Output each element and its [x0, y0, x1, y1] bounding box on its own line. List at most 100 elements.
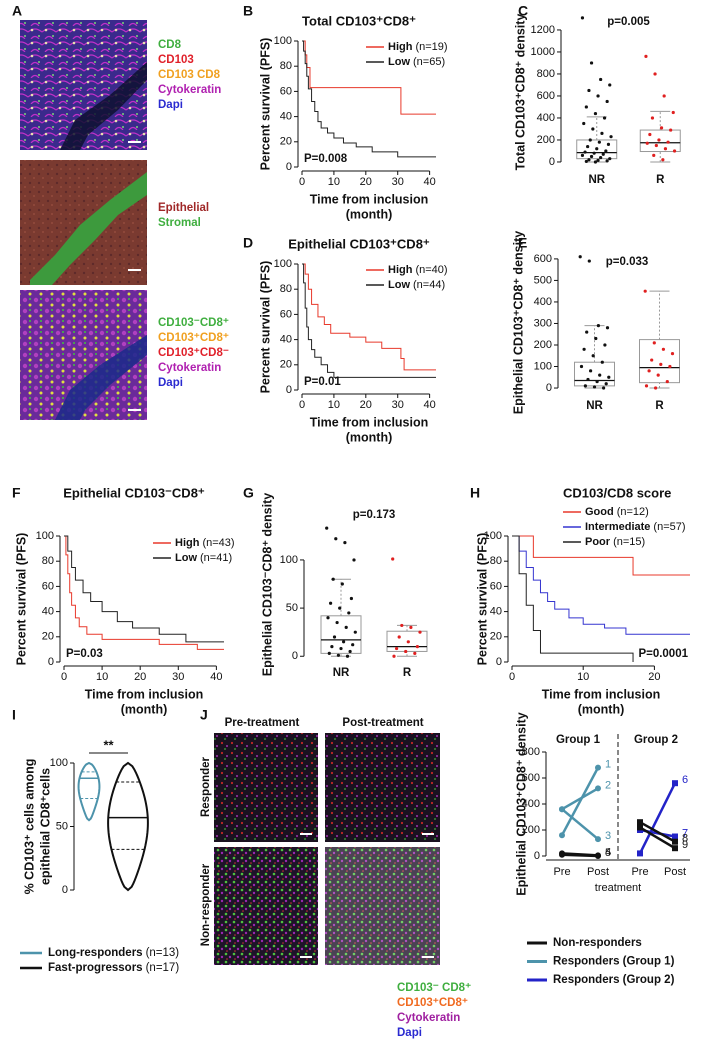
box: [639, 129, 681, 153]
data-point: [596, 94, 600, 98]
x-tick-label: 30: [172, 671, 184, 683]
data-point: [601, 152, 605, 156]
legend-name: Poor: [585, 536, 611, 548]
legend-label: Stromal: [158, 217, 201, 229]
legend-count: (n=12): [617, 506, 649, 518]
data-point: [345, 654, 350, 658]
data-point: [643, 289, 647, 293]
box: [639, 339, 680, 384]
data-point: [608, 83, 612, 87]
data-point: [338, 606, 342, 610]
box: [576, 139, 618, 160]
data-point: [672, 838, 678, 845]
data-point: [353, 630, 357, 634]
x-tick-label: 10: [577, 671, 589, 683]
data-point: [395, 646, 399, 651]
panel-label: J: [200, 707, 208, 723]
panel-label: A: [12, 3, 22, 19]
data-point: [596, 324, 601, 328]
panel-j-images: Pre-treatment Post-treatment Responder N…: [200, 717, 440, 965]
y-axis-label: Percent survival (PFS): [14, 533, 28, 666]
y-tick-label: 100: [484, 530, 502, 542]
y-tick-label: 80: [280, 283, 292, 295]
data-point: [654, 143, 658, 148]
data-point: [645, 141, 649, 145]
legend-name: Long-responders: [48, 947, 143, 959]
x-axis-label: Time from inclusion: [310, 415, 429, 429]
legend-label: Intermediate (n=57): [585, 521, 686, 533]
x-tick-label: 0: [299, 176, 305, 188]
y-tick-label: 60: [490, 580, 502, 592]
data-point: [597, 140, 601, 144]
data-point: [582, 347, 586, 351]
data-point: [587, 158, 591, 162]
legend-count: (n=19): [415, 41, 447, 53]
data-point: [604, 382, 608, 386]
legend-label: High (n=40): [388, 264, 448, 276]
y-axis-label: % CD103⁺ cells among: [22, 759, 36, 895]
y-axis-label: Epithelial CD103⁺CD8⁺ density: [514, 712, 528, 895]
legend-label: Epithelial: [158, 202, 209, 214]
panel-label: D: [243, 235, 253, 251]
survival-curve: [512, 535, 690, 635]
data-point: [637, 824, 643, 831]
legend-label: Low (n=65): [388, 56, 445, 68]
data-point: [334, 537, 338, 541]
data-point: [352, 558, 356, 562]
survival-curve: [512, 535, 690, 576]
violin: [107, 761, 149, 892]
y-tick-label: 1000: [531, 46, 555, 58]
data-point: [654, 386, 658, 390]
x-axis-label: Time from inclusion: [310, 192, 429, 206]
survival-curve: [302, 40, 436, 115]
data-point: [344, 625, 348, 629]
data-point: [666, 140, 670, 144]
data-point: [351, 643, 355, 647]
y-tick-label: 20: [280, 359, 292, 371]
y-axis-label: Percent survival (PFS): [475, 533, 489, 666]
data-point: [589, 369, 593, 373]
legend-label: Non-responders: [553, 937, 642, 949]
legend-count: (n=15): [613, 536, 645, 548]
line: [561, 808, 599, 841]
y-tick-label: 800: [537, 68, 555, 80]
legend-label: Long-responders (n=13): [48, 947, 179, 959]
data-point: [409, 625, 413, 629]
panel-label: G: [243, 485, 254, 501]
legend-name: Fast-progressors: [48, 962, 143, 974]
category-label: NR: [333, 667, 350, 679]
data-point: [672, 845, 678, 852]
panel-label: E: [518, 235, 527, 251]
row-label: Responder: [200, 756, 212, 817]
data-point: [415, 645, 419, 649]
data-point: [325, 526, 329, 530]
data-point: [583, 150, 587, 154]
x-tick-label: 10: [96, 671, 108, 683]
data-point: [656, 373, 660, 377]
x-tick-label: Pre: [553, 866, 570, 878]
y-tick-label: 0: [496, 656, 502, 668]
legend-label: CD103⁺CD8⁺: [158, 332, 229, 344]
data-point: [336, 653, 340, 657]
data-point: [404, 649, 408, 654]
y-tick-label: 0: [62, 884, 68, 896]
data-point: [580, 153, 585, 157]
y-tick-label: 20: [42, 631, 54, 643]
row-label: Non-responder: [200, 863, 212, 946]
y-tick-label: 40: [280, 334, 292, 346]
y-tick-label: 200: [534, 339, 552, 351]
data-point: [637, 850, 643, 857]
data-point: [606, 142, 611, 146]
data-point: [349, 596, 353, 601]
legend-label: CD103⁻CD8⁺: [158, 317, 229, 329]
y-tick-label: 0: [286, 161, 292, 173]
data-point: [591, 354, 595, 358]
x-axis-label: Time from inclusion: [85, 687, 204, 701]
legend-label: High (n=43): [175, 537, 235, 549]
significance: **: [103, 737, 114, 752]
image-region: [30, 172, 147, 285]
data-point: [559, 832, 565, 839]
legend-count: (n=13): [146, 947, 180, 959]
data-point: [607, 375, 611, 379]
legend-label: Responders (Group 2): [553, 974, 675, 986]
